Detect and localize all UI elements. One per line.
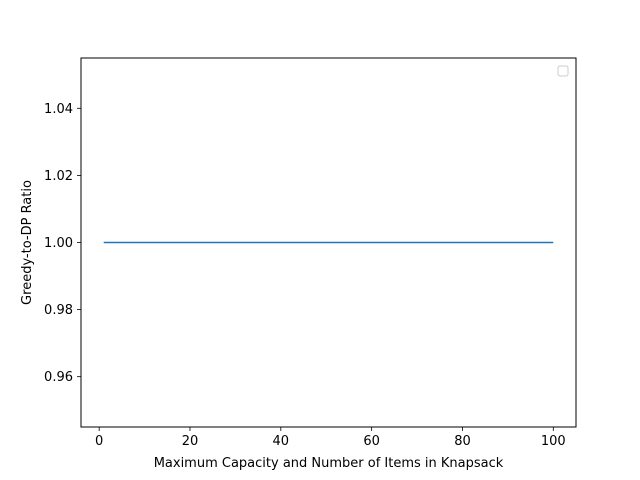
y-tick-label: 1.02 xyxy=(44,169,73,184)
y-axis: 0.96 0.98 1.00 1.02 1.04 xyxy=(44,102,81,385)
x-axis: 0 20 40 60 80 100 xyxy=(95,427,566,449)
legend xyxy=(557,65,569,77)
x-tick-label: 100 xyxy=(541,434,566,449)
x-tick-label: 0 xyxy=(95,434,103,449)
y-tick-label: 0.98 xyxy=(44,303,73,318)
x-tick-label: 20 xyxy=(182,434,199,449)
x-axis-label: Maximum Capacity and Number of Items in … xyxy=(154,456,504,471)
y-tick-label: 1.00 xyxy=(44,236,73,251)
x-tick-label: 40 xyxy=(273,434,290,449)
x-tick-label: 60 xyxy=(363,434,380,449)
y-axis-label: Greedy-to-DP Ratio xyxy=(20,180,35,305)
x-tick-label: 80 xyxy=(454,434,471,449)
y-tick-label: 1.04 xyxy=(44,102,73,117)
y-tick-label: 0.96 xyxy=(44,370,73,385)
